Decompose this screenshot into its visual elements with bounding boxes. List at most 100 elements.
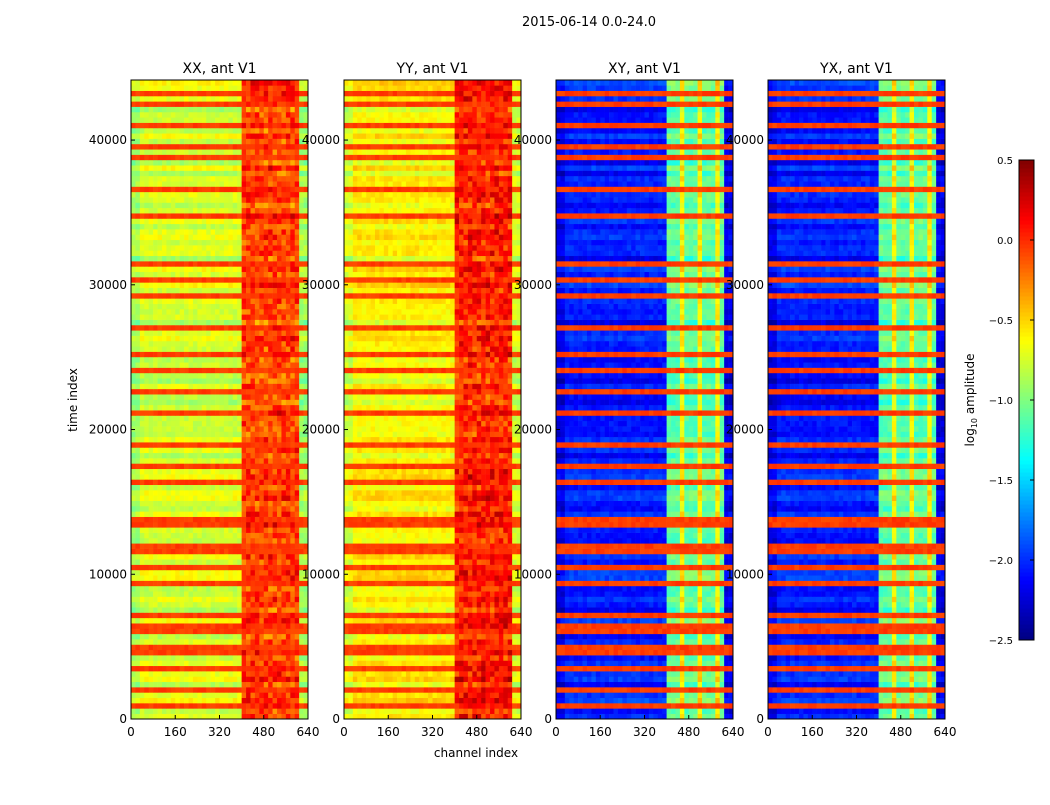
heatmap-cell (180, 698, 185, 704)
heatmap-cell (162, 650, 167, 656)
heatmap-cell (259, 613, 264, 619)
heatmap-cell (197, 666, 202, 672)
heatmap-cell (246, 266, 251, 272)
heatmap-cell (250, 410, 255, 416)
heatmap-cell (268, 495, 273, 501)
heatmap-cell (290, 85, 295, 91)
heatmap-cell (242, 682, 247, 688)
heatmap-cell (224, 666, 229, 672)
heatmap-cell (193, 628, 198, 634)
heatmap-cell (131, 549, 136, 555)
heatmap-cell (144, 474, 149, 480)
heatmap-cell (264, 714, 269, 720)
heatmap-cell (299, 543, 304, 549)
heatmap-cell (211, 128, 216, 134)
heatmap-cell (162, 352, 167, 358)
heatmap-cell (259, 293, 264, 299)
heatmap-cell (259, 181, 264, 187)
heatmap-cell (503, 708, 508, 714)
heatmap-cell (166, 330, 171, 336)
heatmap-cell (290, 304, 295, 310)
heatmap-cell (299, 176, 304, 182)
heatmap-cell (184, 431, 189, 437)
heatmap-cell (362, 708, 367, 714)
heatmap-cell (153, 458, 158, 464)
heatmap-cell (233, 405, 238, 411)
heatmap-cell (135, 623, 140, 629)
heatmap-cell (255, 325, 260, 331)
heatmap-cell (140, 352, 145, 358)
heatmap-cell (299, 394, 304, 400)
heatmap-cell (184, 218, 189, 224)
heatmap-cell (299, 400, 304, 406)
heatmap-cell (237, 682, 242, 688)
heatmap-cell (193, 346, 198, 352)
heatmap-cell (250, 187, 255, 193)
heatmap-cell (193, 421, 198, 427)
heatmap-cell (281, 634, 286, 640)
heatmap-cell (149, 352, 154, 358)
heatmap-cell (255, 405, 260, 411)
heatmap-cell (264, 176, 269, 182)
heatmap-cell (299, 80, 304, 86)
heatmap-cell (220, 192, 225, 198)
heatmap-cell (281, 522, 286, 528)
heatmap-cell (153, 543, 158, 549)
heatmap-cell (224, 634, 229, 640)
heatmap-cell (184, 341, 189, 347)
heatmap-cell (202, 714, 207, 720)
heatmap-cell (206, 208, 211, 214)
heatmap-cell (220, 708, 225, 714)
heatmap-cell (242, 192, 247, 198)
heatmap-cell (158, 240, 163, 246)
heatmap-cell (171, 463, 176, 469)
heatmap-cell (237, 607, 242, 613)
heatmap-cell (175, 250, 180, 256)
heatmap-cell (166, 112, 171, 118)
heatmap-cell (224, 575, 229, 581)
heatmap-cell (153, 160, 158, 166)
heatmap-cell (175, 357, 180, 363)
heatmap-cell (153, 91, 158, 97)
heatmap-cell (277, 666, 282, 672)
heatmap-cell (171, 538, 176, 544)
heatmap-cell (184, 490, 189, 496)
heatmap-cell (175, 533, 180, 539)
heatmap-cell (206, 384, 211, 390)
heatmap-cell (233, 357, 238, 363)
heatmap-cell (273, 176, 278, 182)
heatmap-cell (135, 565, 140, 571)
heatmap-cell (250, 639, 255, 645)
heatmap-cell (255, 144, 260, 150)
heatmap-cell (149, 698, 154, 704)
heatmap-cell (135, 197, 140, 203)
heatmap-cell (299, 245, 304, 251)
heatmap-cell (246, 96, 251, 102)
heatmap-cell (189, 506, 194, 512)
heatmap-cell (211, 511, 216, 517)
heatmap-cell (197, 447, 202, 453)
heatmap-cell (459, 698, 464, 704)
heatmap-cell (140, 378, 145, 384)
heatmap-cell (224, 112, 229, 118)
heatmap-cell (166, 687, 171, 693)
heatmap-cell (220, 549, 225, 555)
heatmap-cell (158, 479, 163, 485)
heatmap-cell (140, 256, 145, 262)
heatmap-cell (259, 314, 264, 320)
heatmap-cell (406, 703, 411, 709)
heatmap-cell (228, 618, 233, 624)
heatmap-cell (295, 325, 300, 331)
heatmap-cell (211, 181, 216, 187)
heatmap-cell (259, 282, 264, 288)
heatmap-cell (211, 187, 216, 193)
heatmap-cell (153, 256, 158, 262)
heatmap-cell (264, 171, 269, 177)
heatmap-cell (153, 218, 158, 224)
heatmap-cell (255, 336, 260, 342)
heatmap-cell (237, 469, 242, 475)
heatmap-cell (242, 144, 247, 150)
heatmap-cell (211, 309, 216, 315)
heatmap-cell (184, 549, 189, 555)
heatmap-cell (189, 527, 194, 533)
